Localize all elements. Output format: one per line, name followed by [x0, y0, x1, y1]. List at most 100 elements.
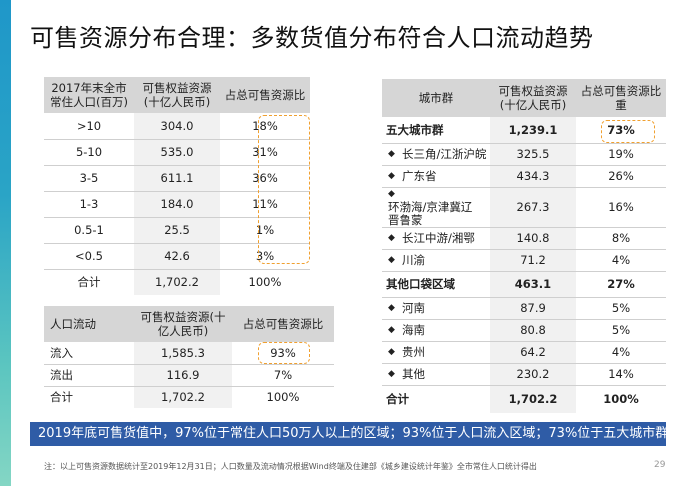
- table-row: ◆ 川渝 71.2 4%: [382, 249, 666, 272]
- row-share: 100%: [248, 275, 282, 290]
- row-label: ◆ 川渝: [382, 249, 490, 272]
- row-value: 116.9: [134, 364, 232, 387]
- header-value: 可售权益资源(十亿人民币): [490, 79, 576, 117]
- table-row: ◆ 贵州 64.2 4%: [382, 341, 666, 364]
- row-label: ◆ 其他: [382, 363, 490, 386]
- row-share: 16%: [576, 187, 666, 228]
- population-table: 2017年末全市常住人口(百万) 可售权益资源(十亿人民币) 占总可售资源比 >…: [44, 77, 310, 295]
- header-share: 占总可售资源比重: [576, 79, 666, 117]
- table-row: >10 304.0 18%: [44, 113, 310, 140]
- header-value: 可售权益资源(十亿人民币): [134, 77, 220, 113]
- bullet-icon: ◆: [388, 188, 395, 199]
- row-share: 1%: [220, 217, 310, 244]
- header-share: 占总可售资源比: [220, 77, 310, 113]
- table-row: ◆环渤海/京津冀辽晋鲁蒙 267.3 16%: [382, 187, 666, 228]
- row-label: ◆ 海南: [382, 319, 490, 342]
- row-value: 64.2: [490, 341, 576, 364]
- row-share: 8%: [576, 227, 666, 250]
- row-value: 1,702.2: [490, 385, 576, 413]
- row-share: 5%: [576, 297, 666, 320]
- row-value: 230.2: [490, 363, 576, 386]
- row-value: 1,585.3: [134, 342, 232, 365]
- bullet-icon: ◆: [388, 302, 395, 313]
- table-row: 5-10 535.0 31%: [44, 139, 310, 166]
- summary-banner: 2019年底可售货值中，97%位于常住人口50万人以上的区域；93%位于人口流入…: [30, 422, 668, 446]
- city-cluster-table: 城市群 可售权益资源(十亿人民币) 占总可售资源比重 五大城市群 1,239.1…: [382, 79, 666, 413]
- row-label: <0.5: [44, 243, 134, 270]
- row-label: 其他口袋区域: [382, 271, 490, 298]
- row-value: 1,702.2: [134, 386, 232, 408]
- left-accent-strip: [0, 0, 11, 486]
- row-share: 27%: [576, 271, 666, 298]
- row-value: 535.0: [134, 139, 220, 166]
- table-row: ◆ 广东省 434.3 26%: [382, 165, 666, 188]
- row-value: 325.5: [490, 143, 576, 166]
- row-label: ◆ 长三角/江浙沪皖: [382, 143, 490, 166]
- table-row: <0.5 42.6 3%: [44, 243, 310, 270]
- bullet-icon: ◆: [388, 232, 395, 243]
- row-label: >10: [44, 113, 134, 140]
- highlight-box: [601, 120, 655, 143]
- row-share: 7%: [232, 364, 334, 387]
- bullet-icon: ◆: [388, 254, 395, 265]
- group-row: 其他口袋区域 463.1 27%: [382, 271, 666, 298]
- row-value: 1,239.1: [490, 117, 576, 144]
- header-flow: 人口流动: [44, 306, 134, 342]
- row-value: 304.0: [134, 113, 220, 140]
- row-label: 合计: [77, 275, 101, 290]
- row-share: 26%: [576, 165, 666, 188]
- row-share: 19%: [576, 143, 666, 166]
- row-share: 18%: [220, 113, 310, 140]
- row-label: 0.5-1: [44, 217, 134, 244]
- row-label: 五大城市群: [382, 117, 490, 144]
- highlight-box: [258, 342, 310, 364]
- table-row: ◆ 其他 230.2 14%: [382, 363, 666, 386]
- row-label: 流入: [44, 342, 134, 365]
- row-value: 87.9: [490, 297, 576, 320]
- table-row: ◆ 海南 80.8 5%: [382, 319, 666, 342]
- table-row: 流出 116.9 7%: [44, 364, 334, 387]
- bullet-icon: ◆: [388, 368, 395, 379]
- row-value: 184.0: [134, 191, 220, 218]
- header-value: 可售权益资源(十亿人民币): [134, 306, 232, 342]
- header-population: 2017年末全市常住人口(百万): [44, 77, 134, 113]
- row-label: ◆ 河南: [382, 297, 490, 320]
- row-value: 80.8: [490, 319, 576, 342]
- total-row: 合计 1,702.2 100%: [44, 269, 310, 295]
- row-label: ◆环渤海/京津冀辽晋鲁蒙: [382, 187, 490, 228]
- table-row: ◆ 长江中游/湘鄂 140.8 8%: [382, 227, 666, 250]
- row-share: 5%: [576, 319, 666, 342]
- row-share: 3%: [220, 243, 310, 270]
- bullet-icon: ◆: [388, 148, 395, 159]
- table-row: ◆ 长三角/江浙沪皖 325.5 19%: [382, 143, 666, 166]
- total-row: 合计 1,702.2 100%: [44, 386, 334, 408]
- row-share: 4%: [576, 249, 666, 272]
- bullet-icon: ◆: [388, 324, 395, 335]
- row-share: 100%: [603, 392, 639, 407]
- row-value: 463.1: [490, 271, 576, 298]
- table-row: 0.5-1 25.5 1%: [44, 217, 310, 244]
- row-label: ◆ 贵州: [382, 341, 490, 364]
- row-value: 25.5: [134, 217, 220, 244]
- row-value: 611.1: [134, 165, 220, 192]
- row-label: 5-10: [44, 139, 134, 166]
- footnote: 注：以上可售资源数据统计至2019年12月31日；人口数量及流动情况根据Wind…: [44, 462, 537, 471]
- row-label: ◆ 长江中游/湘鄂: [382, 227, 490, 250]
- row-value: 140.8: [490, 227, 576, 250]
- page-number: 29: [654, 460, 666, 470]
- row-share: 100%: [266, 390, 300, 405]
- highlight-box: [258, 115, 310, 264]
- row-label: ◆ 广东省: [382, 165, 490, 188]
- table-row: 1-3 184.0 11%: [44, 191, 310, 218]
- row-value: 267.3: [490, 187, 576, 228]
- row-label: 流出: [44, 364, 134, 387]
- row-value: 434.3: [490, 165, 576, 188]
- total-row: 合计 1,702.2 100%: [382, 385, 666, 413]
- row-value: 1,702.2: [134, 269, 220, 295]
- bullet-icon: ◆: [388, 170, 395, 181]
- row-label: 1-3: [44, 191, 134, 218]
- row-share: 4%: [576, 341, 666, 364]
- row-value: 42.6: [134, 243, 220, 270]
- row-label: 3-5: [44, 165, 134, 192]
- bullet-icon: ◆: [388, 346, 395, 357]
